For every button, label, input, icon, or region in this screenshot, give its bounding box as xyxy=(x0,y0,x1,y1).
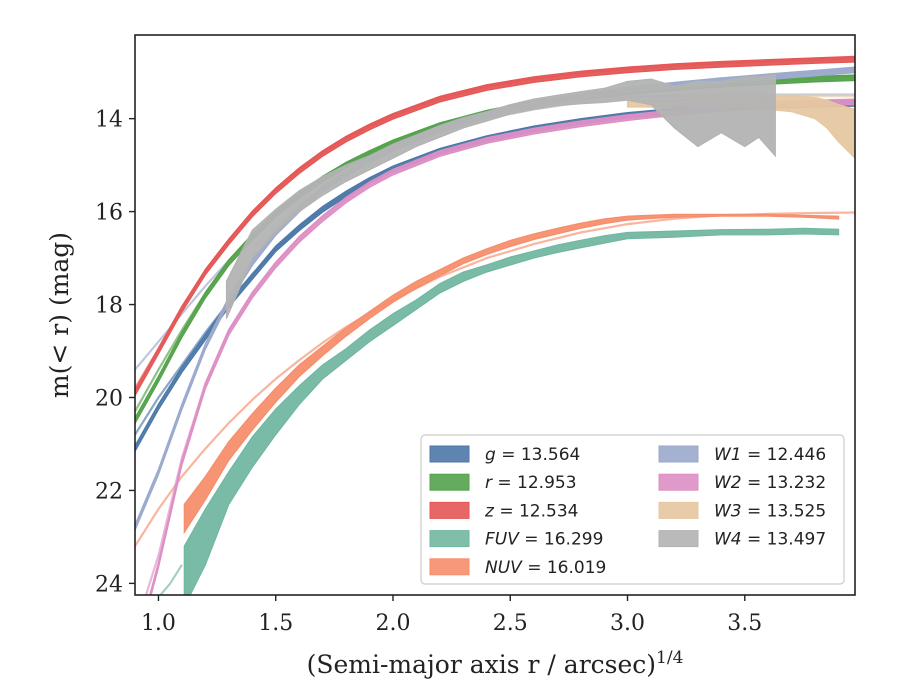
plot-frame xyxy=(134,34,856,596)
legend-label-w3: W3 = 13.525 xyxy=(714,501,826,521)
legend-series-value: = 13.232 xyxy=(742,473,827,493)
legend-series-name: g xyxy=(485,445,496,465)
legend-series-name: r xyxy=(485,473,493,493)
legend-series-value: = 12.953 xyxy=(492,473,577,493)
y-tick-label: 22 xyxy=(95,479,123,504)
series-fuv-band xyxy=(183,227,840,595)
legend-series-name: NUV xyxy=(485,558,523,578)
legend-series-value: = 13.564 xyxy=(496,445,581,465)
legend-swatch-w2 xyxy=(658,473,699,491)
y-axis-ticks: 14 16 18 20 22 24 xyxy=(95,108,135,597)
legend-label-w4: W4 = 13.497 xyxy=(714,530,826,550)
legend-series-name: W4 xyxy=(714,530,742,550)
legend-series-name: W2 xyxy=(714,473,742,493)
legend-swatch-w4 xyxy=(658,530,699,548)
y-tick-label: 14 xyxy=(95,108,123,133)
legend-swatch-g xyxy=(429,445,470,463)
series-fuv-model-line xyxy=(158,564,183,595)
series-w4-band xyxy=(225,73,776,319)
x-axis-label: (Semi-major axis r / arcsec)1/4 xyxy=(307,648,684,679)
series-nuv-band xyxy=(183,213,840,535)
legend-label-nuv: NUV = 16.019 xyxy=(485,558,606,578)
legend-swatch-r xyxy=(429,473,470,491)
x-tick-label: 3.0 xyxy=(610,611,645,636)
legend-series-value: = 12.534 xyxy=(494,501,579,521)
x-tick-label: 1.0 xyxy=(141,611,176,636)
legend-series-value: = 12.446 xyxy=(742,445,827,465)
legend-label-z: z = 12.534 xyxy=(484,501,578,521)
legend-swatch-fuv xyxy=(429,530,470,548)
y-tick-label: 24 xyxy=(95,572,123,597)
legend-swatch-z xyxy=(429,501,470,519)
legend-series-value: = 13.525 xyxy=(742,501,827,521)
legend-series-value: = 16.299 xyxy=(519,530,604,550)
legend-label-g: g = 13.564 xyxy=(485,445,580,465)
plot-area xyxy=(135,55,855,595)
legend-box xyxy=(420,434,845,585)
x-axis-label-exponent: 1/4 xyxy=(656,648,683,668)
x-axis-label-text: (Semi-major axis r / arcsec) xyxy=(307,650,656,679)
x-tick-label: 2.0 xyxy=(375,611,410,636)
y-axis-label: m(< r) (mag) xyxy=(45,232,74,398)
legend-series-name: W1 xyxy=(714,445,742,465)
x-axis-ticks: 1.0 1.5 2.0 2.5 3.0 3.5 xyxy=(141,595,762,636)
series-w2-band xyxy=(149,98,855,595)
x-tick-label: 2.5 xyxy=(493,611,528,636)
legend-swatch-w1 xyxy=(658,445,699,463)
x-tick-label: 1.5 xyxy=(258,611,293,636)
x-tick-label: 3.5 xyxy=(727,611,762,636)
legend-series-name: W3 xyxy=(714,501,742,521)
legend-series-name: z xyxy=(484,501,495,521)
legend-series-value: = 13.497 xyxy=(742,530,827,550)
legend-swatch-w3 xyxy=(658,501,699,519)
legend-label-r: r = 12.953 xyxy=(485,473,577,493)
legend-label-fuv: FUV = 16.299 xyxy=(485,530,603,550)
legend-swatch-nuv xyxy=(429,558,470,576)
series-z-band xyxy=(135,55,855,397)
y-tick-label: 16 xyxy=(95,201,123,226)
legend-label-w1: W1 = 12.446 xyxy=(714,445,826,465)
series-g-band xyxy=(135,99,855,453)
legend-series-value: = 16.019 xyxy=(522,558,607,578)
legend-series-name: FUV xyxy=(485,530,520,550)
y-tick-label: 18 xyxy=(95,294,123,319)
y-tick-label: 20 xyxy=(95,386,123,411)
legend-label-w2: W2 = 13.232 xyxy=(714,473,826,493)
